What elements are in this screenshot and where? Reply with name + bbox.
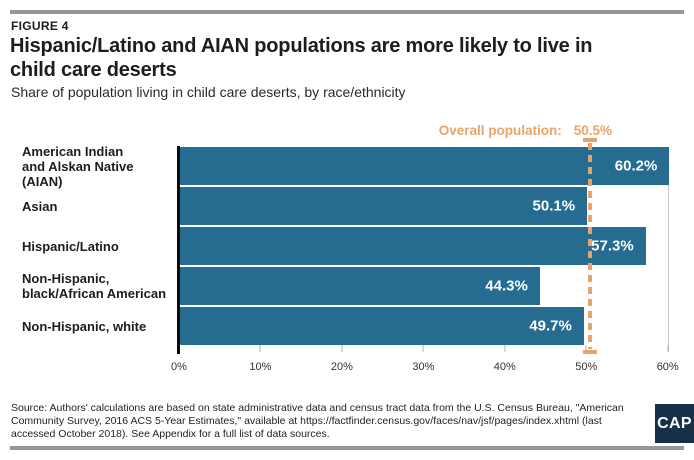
bar-value-white: 49.7%	[529, 317, 572, 335]
axis-tick-40	[504, 345, 506, 352]
x-axis-label-40: 40%	[493, 361, 516, 373]
bar-row-aian: 60.2%	[179, 147, 684, 185]
figure-kicker: FIGURE 4	[11, 19, 69, 33]
reference-line-top-cap	[583, 138, 598, 142]
category-label-asian: Asian	[22, 198, 58, 214]
reference-line-label-text: Overall population:	[438, 123, 562, 138]
bar-value-aian: 60.2%	[614, 157, 658, 175]
x-axis-label-60: 60%	[656, 361, 679, 373]
axis-tick-30	[422, 345, 424, 352]
bar-row-white: 49.7%	[179, 307, 684, 345]
x-axis-label-20: 20%	[330, 361, 353, 373]
reference-line-bottom-cap	[583, 350, 598, 354]
x-axis-label-50: 50%	[575, 361, 598, 373]
bar-black-african-american: 44.3%	[179, 267, 540, 305]
reference-line-dashes	[588, 143, 593, 349]
bar-hispanic-latino: 57.3%	[179, 227, 646, 265]
bar-asian: 50.1%	[179, 187, 588, 225]
axis-tick-20	[341, 345, 343, 352]
bar-row-hispanic-latino: 57.3%	[179, 227, 684, 265]
category-label-white: Non-Hispanic, white	[22, 318, 147, 334]
bar-row-asian: 50.1%	[179, 187, 684, 225]
bar-value-black-african-american: 44.3%	[485, 277, 528, 295]
x-axis-label-30: 30%	[412, 361, 435, 373]
reference-line-label: Overall population: 50.5%	[439, 123, 612, 138]
gridline-60-percent	[667, 147, 669, 352]
plot-area: 60.2% 50.1% 57.3% 44.3% 49.7%	[178, 138, 684, 354]
axis-tick-60	[667, 345, 669, 352]
figure-subtitle: Share of population living in child care…	[11, 84, 406, 100]
reference-line-group	[583, 138, 598, 354]
bottom-divider-rule	[10, 446, 684, 450]
figure-title: Hispanic/Latino and AIAN populations are…	[10, 35, 593, 81]
cap-logo: CAP	[655, 404, 694, 443]
category-label-black-african-american: Non-Hispanic, black/African American	[22, 271, 167, 301]
x-axis-labels: 0% 10% 20% 30% 40% 50% 60%	[171, 361, 684, 375]
bar-value-asian: 50.1%	[532, 197, 576, 215]
source-note: Source: Authors' calculations are based …	[11, 402, 624, 440]
category-label-hispanic-latino: Hispanic/Latino	[22, 238, 119, 254]
top-divider-rule	[10, 10, 684, 14]
bar-row-black-african-american: 44.3%	[179, 267, 684, 305]
bar-aian: 60.2%	[179, 147, 670, 185]
bar-white: 49.7%	[179, 307, 584, 345]
bar-value-hispanic-latino: 57.3%	[591, 237, 634, 255]
x-axis-label-0: 0%	[171, 361, 187, 373]
category-label-aian: American Indian and Alskan Native (AIAN)	[22, 143, 134, 189]
reference-line-value: 50.5%	[573, 123, 612, 138]
axis-tick-50	[585, 345, 587, 352]
y-axis-baseline	[177, 146, 180, 354]
axis-tick-10	[259, 345, 261, 352]
x-axis-label-10: 10%	[249, 361, 272, 373]
